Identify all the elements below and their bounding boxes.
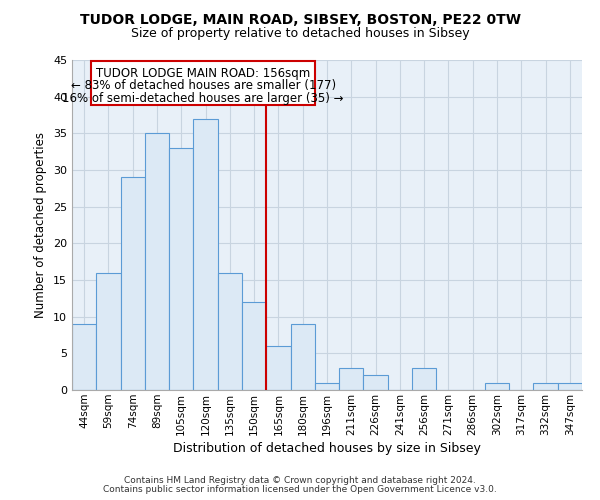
Text: Contains HM Land Registry data © Crown copyright and database right 2024.: Contains HM Land Registry data © Crown c… bbox=[124, 476, 476, 485]
Bar bbox=[242, 302, 266, 390]
Bar bbox=[485, 382, 509, 390]
Y-axis label: Number of detached properties: Number of detached properties bbox=[34, 132, 47, 318]
Text: TUDOR LODGE, MAIN ROAD, SIBSEY, BOSTON, PE22 0TW: TUDOR LODGE, MAIN ROAD, SIBSEY, BOSTON, … bbox=[79, 12, 521, 26]
Bar bbox=[533, 382, 558, 390]
Bar bbox=[315, 382, 339, 390]
Text: 16% of semi-detached houses are larger (35) →: 16% of semi-detached houses are larger (… bbox=[62, 92, 344, 104]
Bar bbox=[364, 376, 388, 390]
Bar bbox=[266, 346, 290, 390]
Bar bbox=[339, 368, 364, 390]
Bar bbox=[96, 272, 121, 390]
Bar bbox=[193, 118, 218, 390]
Bar bbox=[558, 382, 582, 390]
Text: Contains public sector information licensed under the Open Government Licence v3: Contains public sector information licen… bbox=[103, 485, 497, 494]
X-axis label: Distribution of detached houses by size in Sibsey: Distribution of detached houses by size … bbox=[173, 442, 481, 455]
Bar bbox=[290, 324, 315, 390]
Bar bbox=[145, 134, 169, 390]
Text: TUDOR LODGE MAIN ROAD: 156sqm: TUDOR LODGE MAIN ROAD: 156sqm bbox=[96, 66, 310, 80]
Bar bbox=[169, 148, 193, 390]
Text: ← 83% of detached houses are smaller (177): ← 83% of detached houses are smaller (17… bbox=[71, 79, 336, 92]
Bar bbox=[72, 324, 96, 390]
Text: Size of property relative to detached houses in Sibsey: Size of property relative to detached ho… bbox=[131, 28, 469, 40]
Bar bbox=[412, 368, 436, 390]
Bar bbox=[218, 272, 242, 390]
Bar bbox=[121, 178, 145, 390]
FancyBboxPatch shape bbox=[91, 62, 315, 106]
